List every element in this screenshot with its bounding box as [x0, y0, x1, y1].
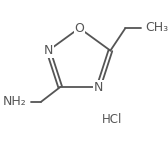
Text: N: N — [94, 81, 103, 94]
Text: HCl: HCl — [102, 113, 122, 127]
Text: CH₃: CH₃ — [145, 21, 168, 34]
Text: O: O — [74, 22, 84, 35]
Text: NH₂: NH₂ — [2, 95, 26, 108]
Text: N: N — [44, 44, 53, 57]
